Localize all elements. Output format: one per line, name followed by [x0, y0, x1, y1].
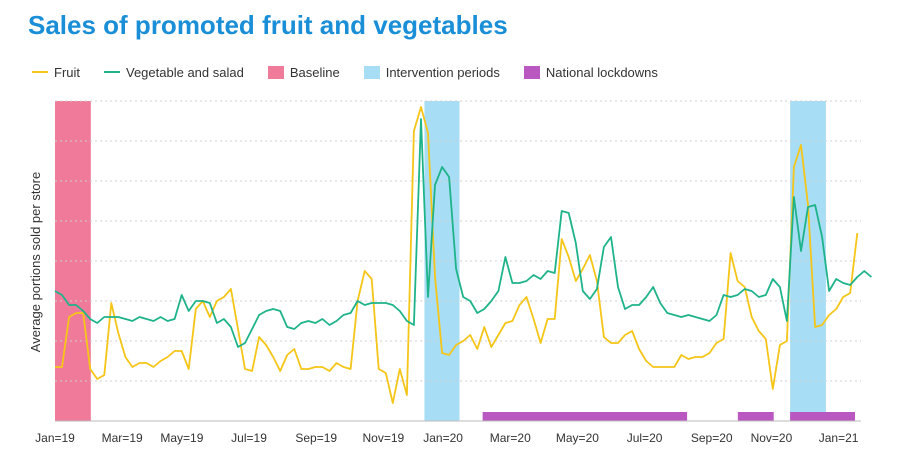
- x-tick-label-5: Nov=19: [363, 431, 405, 445]
- band-national-lockdowns-5: [790, 412, 856, 421]
- legend-item-lockdowns: National lockdowns: [523, 64, 658, 80]
- legend-item-fruit: Fruit: [32, 65, 80, 80]
- legend-swatch-baseline: [267, 65, 284, 79]
- legend-swatch-intervention: [363, 65, 380, 79]
- x-tick-label-9: Jul=20: [627, 431, 663, 445]
- legend-item-vegetable: Vegetable and salad: [104, 65, 244, 80]
- legend-label-baseline: Baseline: [289, 64, 340, 80]
- x-tick-label-3: Jul=19: [231, 431, 267, 445]
- x-tick-layer: Jan=19 Mar=19 May=19 Jul=19 Sep=19 Nov=19 Jan=…: [35, 431, 859, 445]
- legend-label-lockdowns: National lockdowns: [545, 64, 658, 80]
- legend-swatch-lockdowns: [523, 65, 540, 79]
- band-national-lockdowns-4: [737, 412, 774, 421]
- legend-label-intervention: Intervention periods: [385, 64, 500, 80]
- x-tick-label-12: Jan=21: [819, 431, 859, 445]
- series-line-vegetable-and-salad: [54, 118, 872, 348]
- series-layer: [54, 106, 872, 404]
- legend-item-baseline: Baseline: [267, 64, 340, 80]
- legend-item-intervention: Intervention periods: [363, 64, 500, 80]
- grid-layer: [55, 100, 861, 422]
- series-line-fruit: [55, 106, 859, 404]
- x-tick-label-10: Sep=20: [691, 431, 733, 445]
- chart-legend: Fruit Vegetable and salad Baseline Inter…: [32, 62, 682, 82]
- y-axis-label: Average portions sold per store: [28, 172, 43, 352]
- x-tick-label-8: May=20: [556, 431, 599, 445]
- x-tick-label-2: May=19: [160, 431, 203, 445]
- legend-swatch-vegetable: [104, 71, 120, 73]
- x-tick-label-6: Jan=20: [423, 431, 463, 445]
- legend-label-vegetable: Vegetable and salad: [126, 64, 244, 80]
- chart-title: Sales of promoted fruit and vegetables: [28, 10, 508, 40]
- x-tick-label-1: Mar=19: [102, 431, 143, 445]
- x-tick-label-11: Nov=20: [751, 431, 793, 445]
- legend-label-fruit: Fruit: [54, 64, 80, 80]
- x-tick-label-4: Sep=19: [295, 431, 337, 445]
- x-tick-label-0: Jan=19: [35, 431, 75, 445]
- legend-swatch-fruit: [32, 71, 48, 73]
- band-national-lockdowns-3: [482, 412, 688, 421]
- x-tick-label-7: Mar=20: [490, 431, 531, 445]
